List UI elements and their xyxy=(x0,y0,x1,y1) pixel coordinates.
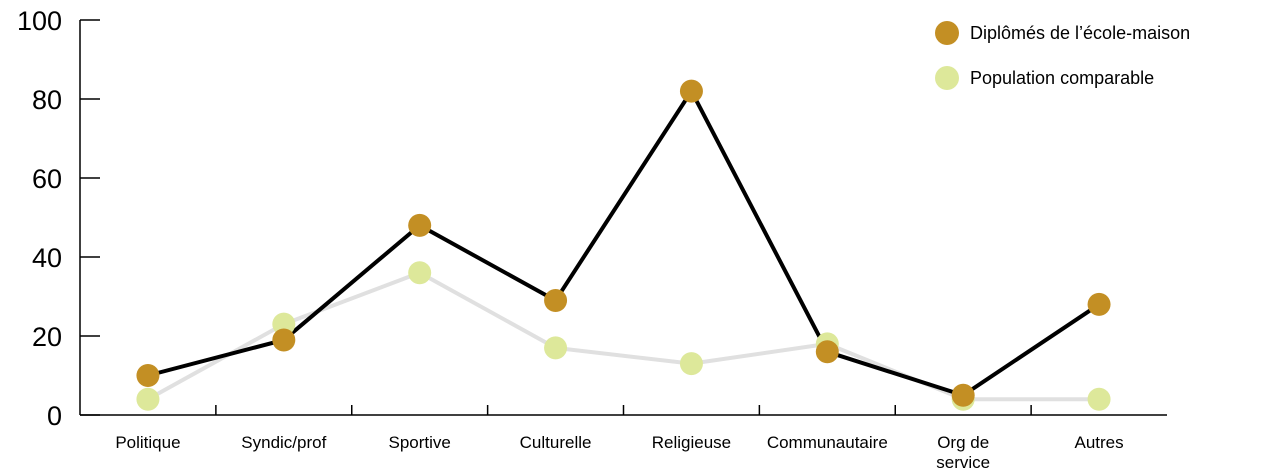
legend-label: Diplômés de l’école-maison xyxy=(970,23,1190,43)
x-tick-label: Autres xyxy=(1074,433,1123,452)
data-point xyxy=(136,387,160,411)
series-line-0 xyxy=(147,89,1101,398)
y-tick-label: 80 xyxy=(32,85,62,115)
data-point xyxy=(1087,292,1111,316)
legend-label: Population comparable xyxy=(970,68,1154,88)
x-axis-ticks: Politique Syndic/prof Sportive Culturelle Re… xyxy=(115,405,1124,472)
data-point xyxy=(1087,387,1111,411)
y-tick-label: 60 xyxy=(32,164,62,194)
x-tick-label: Sportive xyxy=(389,433,451,452)
series-lines xyxy=(146,89,1101,402)
x-tick-label: Org de service xyxy=(936,433,990,472)
legend-marker xyxy=(935,66,959,90)
series-points xyxy=(136,79,1111,411)
data-point xyxy=(272,328,296,352)
y-tick-label: 100 xyxy=(17,6,62,36)
x-tick-label: Communautaire xyxy=(767,433,888,452)
y-axis-ticks: 0 20 40 60 80 100 xyxy=(17,6,100,431)
legend: Diplômés de l’école-maison Population com… xyxy=(935,21,1190,90)
data-point xyxy=(272,312,296,336)
data-point xyxy=(815,340,839,364)
data-point xyxy=(951,383,975,407)
data-point xyxy=(679,352,703,376)
x-tick-label: Religieuse xyxy=(652,433,731,452)
data-point xyxy=(408,213,432,237)
data-point xyxy=(136,364,160,387)
data-point xyxy=(544,336,568,360)
y-tick-label: 40 xyxy=(32,243,62,273)
legend-marker xyxy=(935,21,959,45)
data-point xyxy=(679,79,703,103)
data-point xyxy=(544,288,568,312)
x-tick-label: Syndic/prof xyxy=(241,433,326,452)
x-tick-label: Politique xyxy=(115,433,180,452)
data-point xyxy=(408,261,432,285)
y-tick-label: 20 xyxy=(32,322,62,352)
x-tick-label: Culturelle xyxy=(520,433,592,452)
y-tick-label: 0 xyxy=(47,401,62,431)
